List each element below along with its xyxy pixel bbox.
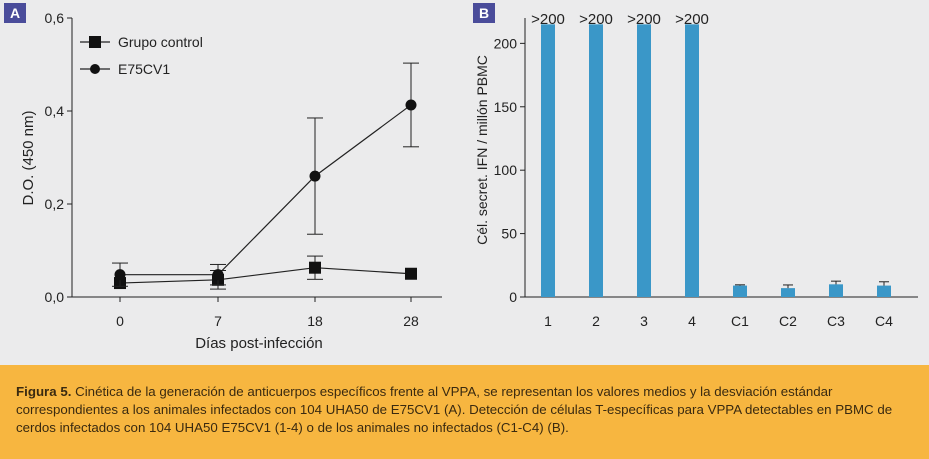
panel-a-y-tick-label: 0,6 [45, 10, 65, 26]
caption-text: Figura 5. Cinética de la generación de a… [16, 383, 916, 437]
panel-b-bar [829, 284, 843, 297]
panel-b-y-axis-label: Cél. secret. IFN / millón PBMC [474, 55, 490, 245]
panels-background [0, 0, 929, 365]
panel-b-x-tick-label: C3 [827, 313, 845, 329]
panel-b-x-tick-label: 3 [640, 313, 648, 329]
panel-b-y-tick-label: 50 [501, 226, 517, 242]
panel-a-label: A [10, 5, 20, 21]
caption-body: Cinética de la generación de anticuerpos… [16, 384, 893, 435]
panel-a-point-square [405, 267, 417, 280]
panel-a-x-tick-label: 28 [403, 313, 419, 329]
caption-label: Figura 5. [16, 384, 72, 399]
panel-a-series-line-2 [120, 104, 412, 276]
panel-b-y-tick-label: 150 [494, 99, 518, 115]
panel-b-y-tick-label: 0 [509, 289, 517, 305]
panel-b-bar [877, 285, 891, 297]
panel-a-legend-label: Grupo control [118, 34, 203, 50]
panel-b-x-tick-label: 4 [688, 313, 696, 329]
panel-a-label-bg [4, 3, 26, 23]
chart-canvas: A 0,0 0,2 0,4 0,6 0 7 18 28 Días post-infección D.… [4, 3, 918, 352]
panel-b-y-tick-label: 200 [494, 35, 518, 51]
panel-b-bar-label: >200 [675, 11, 709, 28]
panel-b-bar-label: >200 [627, 11, 661, 28]
panel-a-point-circle [405, 99, 417, 111]
panel-a-x-tick-label: 0 [116, 313, 124, 329]
panel-a-point-circle [309, 170, 321, 182]
panel-b-bar [733, 285, 747, 297]
panel-b-bar [637, 24, 651, 297]
panel-a-legend-label: E75CV1 [118, 61, 170, 77]
panel-b-x-tick-label: 1 [544, 313, 552, 329]
panel-a-point-square [309, 261, 321, 274]
panel-b-x-tick-label: C1 [731, 313, 749, 329]
panel-a-y-axis-label: D.O. (450 nm) [20, 110, 37, 205]
panel-a-y-tick-label: 0,0 [45, 289, 65, 305]
panel-b-y-tick-label: 100 [494, 162, 518, 178]
panel-b-bar-label: >200 [579, 11, 613, 28]
panel-a-legend-marker-circle [90, 64, 100, 74]
panel-a-y-tick-label: 0,2 [45, 196, 65, 212]
panel-a-x-axis-label: Días post-infección [195, 335, 323, 352]
panel-a-legend-marker-square [89, 36, 101, 48]
panel-b-label-bg [473, 3, 495, 23]
panel-b-bar [541, 24, 555, 297]
panel-b-bar [685, 24, 699, 297]
panel-a-x-tick-label: 18 [307, 313, 323, 329]
panel-b-bar-label: >200 [531, 11, 565, 28]
panel-a-point-circle [114, 269, 126, 281]
panel-a-series-line-1 [119, 267, 412, 284]
panel-b-bar [781, 288, 795, 297]
panel-a-y-tick-label: 0,4 [45, 103, 65, 119]
panel-b-label: B [479, 5, 489, 21]
panel-b-x-tick-label: 2 [592, 313, 600, 329]
panel-a-point-circle [212, 269, 224, 281]
panel-b-bar [589, 24, 603, 297]
panel-b-x-tick-label: C4 [875, 313, 893, 329]
panel-a-x-tick-label: 7 [214, 313, 222, 329]
figure-caption: Figura 5. Cinética de la generación de a… [0, 365, 929, 459]
panel-b-x-tick-label: C2 [779, 313, 797, 329]
